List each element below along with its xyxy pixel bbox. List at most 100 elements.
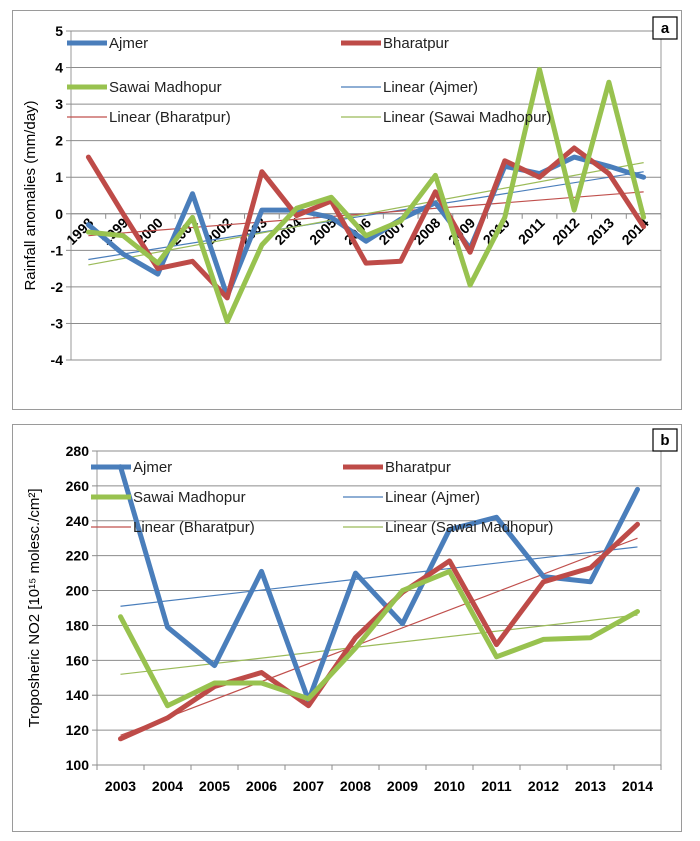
chart-a-panel-label: a — [661, 20, 670, 37]
chart-b-y-tick-label: 260 — [66, 478, 90, 494]
chart-a-data-point-ajmer — [121, 252, 125, 256]
chart-a-y-tick-label: 2 — [55, 133, 63, 149]
chart-b-legend-label-linear-ajmer: Linear (Ajmer) — [385, 489, 480, 506]
chart-a-data-point-bharatpur — [399, 259, 403, 263]
chart-b-legend-label-linear-sawai-madhopur: Linear (Sawai Madhopur) — [385, 519, 553, 536]
chart-a-data-point-ajmer — [190, 192, 194, 196]
chart-a-data-point-bharatpur — [86, 155, 90, 159]
chart-b-data-point-ajmer — [542, 575, 545, 579]
chart-a-data-point-bharatpur — [190, 259, 194, 263]
chart-b-data-point-ajmer — [213, 664, 216, 668]
chart-b-data-point-ajmer — [166, 625, 169, 629]
chart-b-data-point-sawai-madhopur — [166, 704, 169, 708]
chart-b-x-tick-label: 2011 — [481, 778, 512, 794]
chart-a-data-point-ajmer — [572, 155, 576, 159]
chart-b-y-tick-label: 140 — [66, 687, 90, 703]
chart-b-y-axis-label: Troposheric NO2 [10¹⁵ molesc./cm²] — [26, 488, 43, 727]
chart-a-y-tick-label: -3 — [51, 315, 64, 331]
chart-a-data-point-sawai-madhopur — [607, 80, 611, 84]
chart-b-data-point-sawai-madhopur — [448, 569, 451, 573]
chart-a-data-point-sawai-madhopur — [468, 283, 472, 287]
chart-a-data-point-ajmer — [607, 164, 611, 168]
chart-b-data-point-sawai-madhopur — [354, 646, 357, 650]
chart-a-data-point-bharatpur — [156, 267, 160, 271]
chart-b-data-point-sawai-madhopur — [401, 589, 404, 593]
chart-b-x-tick-label: 2007 — [293, 778, 324, 794]
chart-a-x-tick-label: 2014 — [618, 214, 651, 247]
chart-a-data-point-sawai-madhopur — [364, 234, 368, 238]
chart-a-data-point-sawai-madhopur — [156, 261, 160, 265]
chart-a-data-point-bharatpur — [538, 175, 542, 179]
chart-b-legend-label-ajmer: Ajmer — [133, 459, 172, 476]
chart-a-y-tick-label: 0 — [55, 206, 63, 222]
chart-a-y-tick-label: 4 — [55, 60, 63, 76]
chart-b-y-tick-label: 100 — [66, 757, 90, 773]
chart-b-y-tick-label: 180 — [66, 617, 90, 633]
chart-a-data-point-sawai-madhopur — [538, 67, 542, 71]
chart-b-data-point-sawai-madhopur — [213, 681, 216, 685]
chart-a-y-tick-label: -2 — [51, 279, 64, 295]
chart-a-trendline-linear-sawai-madhopur — [88, 162, 644, 266]
chart-b-data-point-bharatpur — [260, 671, 263, 675]
chart-a-legend-label-linear-sawai-madhopur: Linear (Sawai Madhopur) — [383, 109, 551, 126]
chart-b-series-line-bharatpur — [118, 521, 640, 742]
chart-panel-a: -4-3-2-101234519981999200020012002200320… — [12, 10, 682, 410]
chart-a-data-point-bharatpur — [121, 212, 125, 216]
chart-b-panel-badge — [652, 428, 678, 452]
chart-a-data-point-sawai-madhopur — [121, 234, 125, 238]
chart-b-data-point-sawai-madhopur — [589, 636, 592, 640]
chart-a-y-tick-label: 5 — [55, 23, 63, 39]
chart-b-data-point-sawai-madhopur — [119, 615, 122, 619]
chart-b-y-tick-label: 200 — [66, 583, 90, 599]
chart-b-data-point-ajmer — [354, 571, 357, 575]
chart-b-y-tick-label: 120 — [66, 722, 90, 738]
chart-b-legend-label-sawai-madhopur: Sawai Madhopur — [133, 489, 246, 506]
chart-a-data-point-bharatpur — [295, 214, 299, 218]
chart-b-y-tick-label: 220 — [66, 548, 90, 564]
chart-a-data-point-bharatpur — [225, 296, 229, 300]
chart-b-legend-label-linear-bharatpur: Linear (Bharatpur) — [133, 519, 255, 536]
chart-b-data-point-bharatpur — [448, 559, 451, 563]
chart-b-data-point-bharatpur — [119, 737, 122, 741]
chart-b-x-tick-label: 2003 — [105, 778, 136, 794]
chart-b-data-point-ajmer — [448, 528, 451, 531]
chart-a-data-point-sawai-madhopur — [433, 173, 437, 177]
chart-a-x-tick-label: 2011 — [515, 214, 548, 247]
chart-a-legend-label-sawai-madhopur: Sawai Madhopur — [109, 79, 222, 96]
chart-b-data-point-bharatpur — [354, 636, 357, 640]
chart-b-data-point-ajmer — [636, 487, 639, 491]
chart-b-y-tick-label: 160 — [66, 652, 90, 668]
chart-a-legend-label-bharatpur: Bharatpur — [383, 35, 449, 52]
chart-a-y-tick-label: -4 — [51, 352, 64, 368]
chart-a-trendline-linear-ajmer — [88, 171, 644, 261]
chart-b-data-point-bharatpur — [495, 643, 498, 647]
chart-a-data-point-sawai-madhopur — [572, 208, 576, 212]
chart-b-x-tick-label: 2005 — [199, 778, 230, 794]
chart-b-trendline-linear-bharatpur — [120, 537, 638, 736]
chart-b-data-point-ajmer — [495, 515, 498, 519]
chart-b-y-tick-label: 280 — [66, 443, 90, 459]
chart-b-x-tick-label: 2012 — [528, 778, 559, 794]
chart-a-data-point-bharatpur — [364, 261, 368, 265]
chart-b-data-point-sawai-madhopur — [307, 697, 310, 701]
chart-b-x-tick-label: 2004 — [152, 778, 183, 794]
chart-a-data-point-ajmer — [433, 201, 437, 205]
chart-a-x-tick-label: 2013 — [584, 214, 617, 247]
chart-b-data-point-bharatpur — [542, 580, 545, 584]
chart-a-y-tick-label: 1 — [55, 169, 63, 185]
chart-a-data-point-ajmer — [329, 215, 333, 219]
chart-a-data-point-bharatpur — [642, 225, 646, 229]
chart-a-data-point-bharatpur — [260, 170, 264, 174]
chart-b-y-tick-label: 240 — [66, 513, 90, 529]
chart-a-data-point-sawai-madhopur — [329, 195, 333, 199]
chart-b-svg: 100 120 140 160 180 200 220 240 260 280 2003 2004 20… — [26, 428, 678, 794]
chart-b-x-tick-label: 2009 — [387, 778, 418, 794]
chart-a-data-point-sawai-madhopur — [295, 206, 299, 210]
chart-b-panel-label: b — [660, 432, 669, 449]
chart-a-data-point-sawai-madhopur — [642, 215, 646, 219]
chart-b-x-tick-label: 2014 — [622, 778, 653, 794]
chart-b-data-point-sawai-madhopur — [495, 655, 498, 659]
chart-a-panel-badge — [652, 16, 678, 40]
chart-b-trendline-linear-ajmer — [120, 546, 638, 607]
chart-a-data-point-sawai-madhopur — [86, 230, 90, 234]
